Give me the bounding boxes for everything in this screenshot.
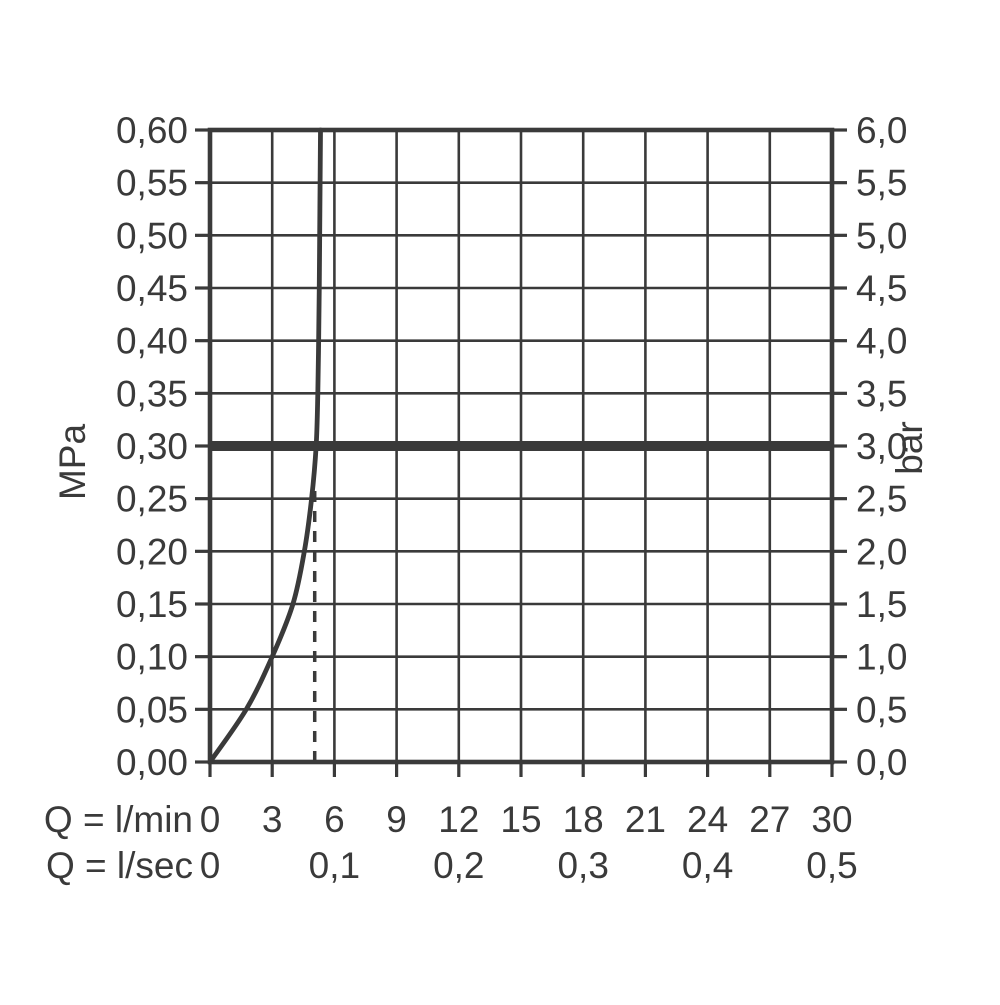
y-left-tick-label: 0,60 <box>116 110 188 151</box>
y-left-tick-label: 0,15 <box>116 584 188 625</box>
x-axis-row-label-lsec: Q = l/sec <box>46 845 193 886</box>
x-lsec-tick-label: 0 <box>200 845 221 886</box>
y-left-tick-label: 0,30 <box>116 426 188 467</box>
y-left-tick-label: 0,40 <box>116 321 188 362</box>
x-lmin-tick-label: 18 <box>563 799 604 840</box>
y-right-tick-label: 1,0 <box>856 637 907 678</box>
x-lmin-tick-label: 24 <box>687 799 728 840</box>
y-right-tick-label: 5,5 <box>856 163 907 204</box>
y-right-tick-label: 5,0 <box>856 215 907 256</box>
y-left-tick-label: 0,25 <box>116 479 188 520</box>
y-right-tick-label: 0,5 <box>856 689 907 730</box>
y-right-tick-label: 3,0 <box>856 426 907 467</box>
y-left-tick-label: 0,55 <box>116 163 188 204</box>
y-right-tick-label: 3,5 <box>856 373 907 414</box>
x-lsec-tick-label: 0,1 <box>309 845 360 886</box>
y-right-tick-label: 4,0 <box>856 321 907 362</box>
flow-curve <box>207 127 323 765</box>
x-lsec-tick-label: 0,3 <box>557 845 608 886</box>
y-left-tick-label: 0,35 <box>116 373 188 414</box>
y-left-tick-label: 0,20 <box>116 531 188 572</box>
y-right-tick-label: 2,5 <box>856 479 907 520</box>
x-lsec-tick-label: 0,2 <box>433 845 484 886</box>
y-left-tick-label: 0,00 <box>116 742 188 783</box>
x-axis-row-label-lmin: Q = l/min <box>44 799 193 840</box>
x-lmin-tick-label: 0 <box>200 799 221 840</box>
y-right-axis-unit-label: bar <box>889 421 930 474</box>
x-lmin-tick-label: 12 <box>438 799 479 840</box>
x-lmin-tick-label: 21 <box>625 799 666 840</box>
x-lmin-tick-label: 15 <box>500 799 541 840</box>
x-lsec-tick-label: 0,5 <box>806 845 857 886</box>
x-lsec-tick-label: 0,4 <box>682 845 733 886</box>
y-right-tick-label: 2,0 <box>856 531 907 572</box>
x-lmin-tick-label: 6 <box>324 799 345 840</box>
x-lmin-tick-label: 30 <box>811 799 852 840</box>
y-right-tick-label: 4,5 <box>856 268 907 309</box>
y-left-tick-label: 0,45 <box>116 268 188 309</box>
x-lmin-tick-label: 9 <box>386 799 407 840</box>
y-left-tick-label: 0,05 <box>116 689 188 730</box>
y-right-tick-label: 0,0 <box>856 742 907 783</box>
y-left-tick-label: 0,50 <box>116 215 188 256</box>
x-lmin-tick-label: 27 <box>749 799 790 840</box>
x-lmin-tick-label: 3 <box>262 799 283 840</box>
y-right-tick-label: 6,0 <box>856 110 907 151</box>
y-left-axis-unit-label: MPa <box>52 424 93 501</box>
y-right-tick-label: 1,5 <box>856 584 907 625</box>
y-left-tick-label: 0,10 <box>116 637 188 678</box>
